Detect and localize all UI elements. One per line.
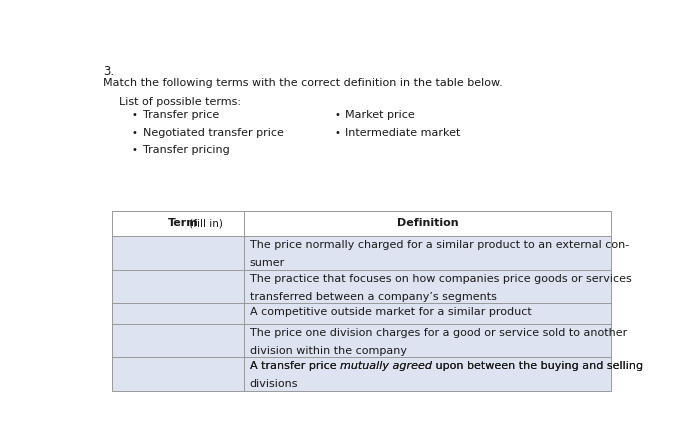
Text: Negotiated transfer price: Negotiated transfer price <box>143 128 284 138</box>
Text: The price normally charged for a similar product to an external con-: The price normally charged for a similar… <box>250 240 629 250</box>
Text: A transfer price: A transfer price <box>250 361 340 370</box>
Bar <box>112 270 611 303</box>
Text: transferred between a company’s segments: transferred between a company’s segments <box>250 292 496 302</box>
Bar <box>112 303 611 323</box>
Bar <box>112 211 611 391</box>
Text: division within the company: division within the company <box>250 346 407 356</box>
Bar <box>112 211 611 236</box>
Text: Intermediate market: Intermediate market <box>345 128 461 138</box>
Text: sumer: sumer <box>250 258 285 267</box>
Text: •: • <box>132 128 138 138</box>
Bar <box>112 323 611 357</box>
Text: The practice that focuses on how companies price goods or services: The practice that focuses on how compani… <box>250 274 631 284</box>
Text: List of possible terms:: List of possible terms: <box>119 96 241 107</box>
Text: Market price: Market price <box>345 110 415 121</box>
Text: (fill in): (fill in) <box>186 218 223 228</box>
Text: A transfer price: A transfer price <box>250 361 340 370</box>
Text: upon between the buying and selling: upon between the buying and selling <box>432 361 643 370</box>
Bar <box>112 357 611 391</box>
Text: Transfer pricing: Transfer pricing <box>143 145 230 155</box>
Text: divisions: divisions <box>250 379 298 388</box>
Text: •: • <box>335 110 340 121</box>
Text: A competitive outside market for a similar product: A competitive outside market for a simil… <box>250 307 531 317</box>
Text: Term: Term <box>168 218 199 228</box>
Text: Definition: Definition <box>397 218 458 228</box>
Text: 3.: 3. <box>103 65 114 78</box>
Text: Match the following terms with the correct definition in the table below.: Match the following terms with the corre… <box>103 78 503 88</box>
Text: mutually agreed: mutually agreed <box>340 361 432 370</box>
Text: •: • <box>132 145 138 155</box>
Text: mutually agreed: mutually agreed <box>340 361 432 370</box>
Bar <box>112 236 611 270</box>
Text: The price one division charges for a good or service sold to another: The price one division charges for a goo… <box>250 327 626 338</box>
Text: Transfer price: Transfer price <box>143 110 219 121</box>
Text: •: • <box>132 110 138 121</box>
Text: upon between the buying and selling: upon between the buying and selling <box>432 361 643 370</box>
Text: •: • <box>335 128 340 138</box>
